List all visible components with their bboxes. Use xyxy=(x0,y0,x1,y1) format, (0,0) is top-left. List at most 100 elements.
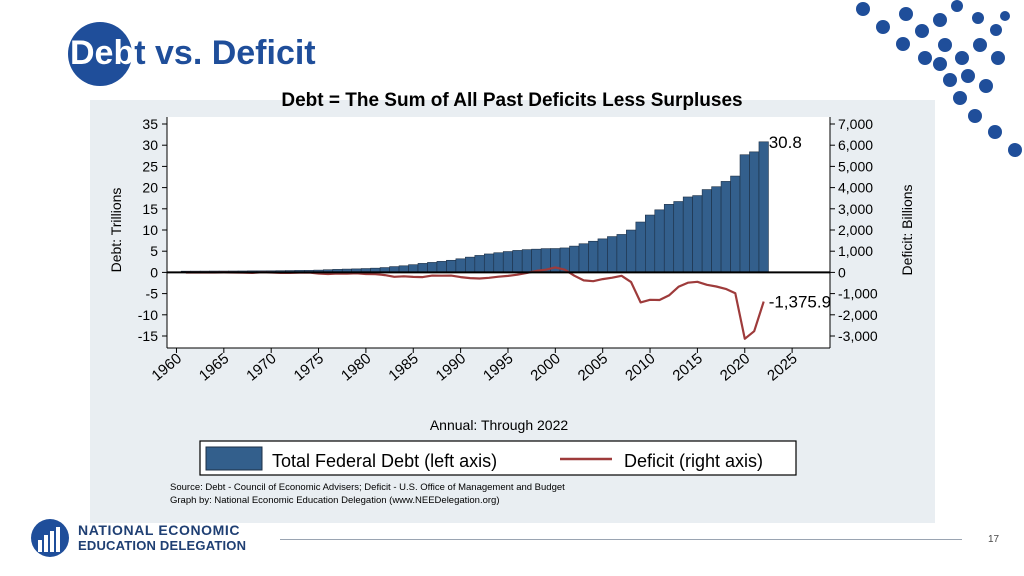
legend-swatch-debt xyxy=(205,446,263,471)
x-tick-label: 2005 xyxy=(575,350,611,384)
debt-bar xyxy=(645,214,656,273)
debt-bar xyxy=(692,195,703,273)
y-axis-left-label: Debt: Trillions xyxy=(108,188,124,273)
title-circle-accent xyxy=(68,22,132,86)
debt-bar xyxy=(607,236,618,273)
decorative-dot xyxy=(938,38,952,52)
decorative-dot xyxy=(915,24,929,38)
debt-bar xyxy=(474,255,485,273)
y-right-tick-label: 1,000 xyxy=(838,243,873,259)
debt-bar xyxy=(588,240,599,273)
slide-title-highlight: Deb xyxy=(70,34,135,72)
decorative-dot xyxy=(1008,143,1022,157)
decorative-dot-pattern xyxy=(844,0,1024,165)
debt-bar xyxy=(436,261,447,273)
y-right-tick-label: -3,000 xyxy=(838,328,878,344)
x-tick-label: 1980 xyxy=(338,350,374,384)
x-tick-label: 1985 xyxy=(385,350,421,384)
debt-bar xyxy=(626,229,637,273)
decorative-dot xyxy=(899,7,913,21)
decorative-dot xyxy=(988,125,1002,139)
logo-line-2: EDUCATION DELEGATION xyxy=(78,538,247,553)
debt-bar xyxy=(427,262,438,273)
y-left-tick-label: 30 xyxy=(142,137,158,153)
y-left-tick-label: 35 xyxy=(142,116,158,132)
decorative-dot xyxy=(972,12,984,24)
annotation-deficit-latest: -1,375.9 xyxy=(769,293,831,312)
debt-bar xyxy=(483,253,495,273)
debt-bar xyxy=(578,243,589,273)
decorative-dot xyxy=(856,2,870,16)
debt-bar xyxy=(711,186,722,273)
x-tick-label: 2010 xyxy=(622,350,658,384)
chart-legend: Total Federal Debt (left axis) Deficit (… xyxy=(199,440,797,476)
debt-bar xyxy=(531,248,542,273)
debt-bar xyxy=(730,175,741,273)
x-tick-label: 1990 xyxy=(433,350,469,384)
y-left-tick-label: -15 xyxy=(138,328,158,344)
x-axis-label: Annual: Through 2022 xyxy=(430,417,569,433)
slide-title-rest: t vs. Deficit xyxy=(134,34,316,72)
debt-bar xyxy=(455,258,466,273)
decorative-dot xyxy=(955,51,969,65)
debt-bar xyxy=(408,264,419,273)
y-right-tick-label: 0 xyxy=(838,264,846,280)
debt-bar xyxy=(673,201,684,273)
decorative-dot xyxy=(991,51,1005,65)
debt-bar xyxy=(739,154,750,273)
logo-line-1: NATIONAL ECONOMIC xyxy=(78,522,241,538)
decorative-dot xyxy=(933,57,947,71)
x-tick-label: 2015 xyxy=(669,350,705,384)
need-logo-icon xyxy=(31,519,69,557)
debt-bar xyxy=(749,151,760,273)
y-left-tick-label: -5 xyxy=(146,286,159,302)
debt-bar xyxy=(502,251,514,273)
organization-logo-text: NATIONAL ECONOMIC EDUCATION DELEGATION xyxy=(78,522,246,554)
debt-bar xyxy=(512,250,523,273)
slide-title: Debt vs. Deficit xyxy=(70,34,316,73)
x-tick-label: 1975 xyxy=(291,350,327,384)
y-right-tick-label: 3,000 xyxy=(838,201,873,217)
debt-bar xyxy=(446,259,457,273)
debt-bar xyxy=(682,196,693,273)
decorative-dot xyxy=(1000,11,1010,21)
debt-bar xyxy=(663,204,675,273)
decorative-dot xyxy=(979,79,993,93)
y-right-tick-label: -1,000 xyxy=(838,286,878,302)
x-tick-label: 2025 xyxy=(764,350,800,384)
x-tick-label: 2020 xyxy=(717,350,753,384)
y-axis-right-label: Deficit: Billions xyxy=(899,184,915,275)
debt-bar xyxy=(521,249,532,273)
y-left-tick-label: 5 xyxy=(150,243,158,259)
y-left-tick-label: 15 xyxy=(142,201,158,217)
y-left-tick-label: 10 xyxy=(142,222,158,238)
y-right-tick-label: -2,000 xyxy=(838,307,878,323)
decorative-dot xyxy=(933,13,947,27)
x-tick-label: 1960 xyxy=(149,350,185,384)
debt-bar xyxy=(597,238,608,273)
debt-bar xyxy=(701,189,712,273)
decorative-dot xyxy=(896,37,910,51)
debt-bar xyxy=(465,256,476,273)
decorative-dot xyxy=(943,73,957,87)
legend-label-debt: Total Federal Debt (left axis) xyxy=(272,451,497,471)
legend-box xyxy=(199,440,797,476)
debt-bar xyxy=(720,181,731,273)
footer-divider xyxy=(280,539,962,540)
debt-bar xyxy=(493,252,504,273)
y-left-tick-label: 20 xyxy=(142,180,158,196)
slide-subtitle: Debt = The Sum of All Past Deficits Less… xyxy=(281,90,743,111)
decorative-dot xyxy=(961,69,975,83)
debt-bar xyxy=(417,263,428,273)
x-tick-label: 1995 xyxy=(480,350,516,384)
title-area: Debt vs. Deficit xyxy=(68,20,368,86)
page-number: 17 xyxy=(988,534,1000,545)
decorative-dot xyxy=(918,51,932,65)
y-right-tick-label: 2,000 xyxy=(838,222,873,238)
decorative-dot xyxy=(953,91,967,105)
x-tick-label: 1965 xyxy=(196,350,232,384)
source-line: Source: Debt - Council of Economic Advis… xyxy=(170,482,565,493)
x-tick-label: 1970 xyxy=(243,350,279,384)
legend-label-deficit: Deficit (right axis) xyxy=(624,451,763,471)
